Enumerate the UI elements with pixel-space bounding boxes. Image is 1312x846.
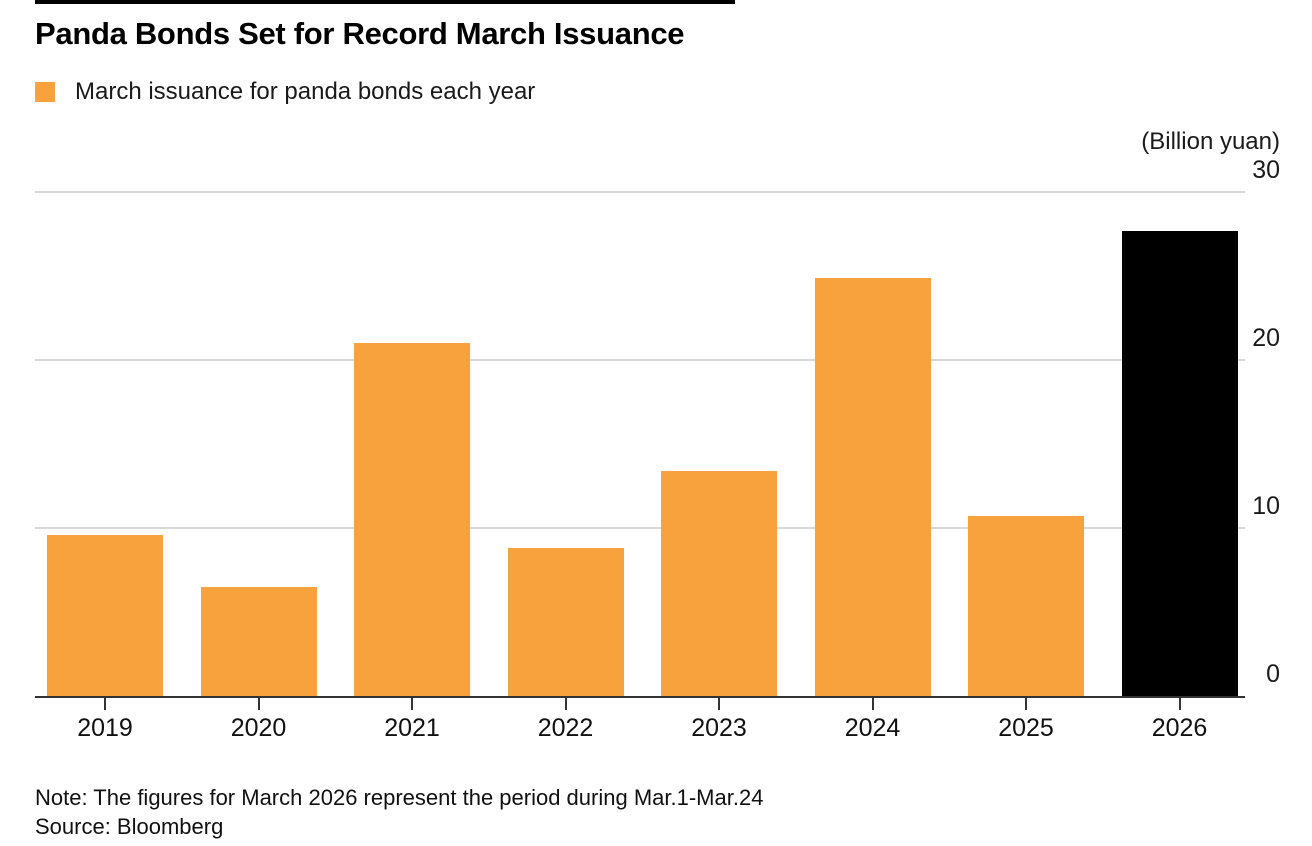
chart-note: Note: The figures for March 2026 represe… <box>35 785 764 810</box>
x-tick-2025 <box>1025 698 1027 710</box>
x-tick-2020 <box>257 698 260 710</box>
legend-label: March issuance for panda bonds each year <box>75 78 536 105</box>
bar-2022 <box>507 548 624 696</box>
x-category-label-2019: 2019 <box>77 714 133 742</box>
x-tick-2026 <box>1178 698 1181 710</box>
y-tick-label-30: 30 <box>1252 156 1280 184</box>
gridline-30 <box>35 191 1245 193</box>
bar-2025 <box>968 516 1084 696</box>
x-category-label-2021: 2021 <box>384 714 440 742</box>
gridline-20 <box>35 359 1245 361</box>
x-axis-baseline <box>35 696 1245 698</box>
bar-2021 <box>354 343 470 696</box>
gridline-10 <box>35 527 1245 529</box>
bar-2020 <box>200 586 317 696</box>
bar-2026 <box>1121 230 1238 696</box>
bar-2024 <box>814 277 931 696</box>
bar-2019 <box>47 534 163 696</box>
chart-legend: March issuance for panda bonds each year <box>35 78 535 106</box>
legend-swatch-orange <box>35 82 55 102</box>
x-category-label-2020: 2020 <box>230 714 287 742</box>
y-axis-unit-label: (Billion yuan) <box>1141 128 1280 155</box>
x-tick-2024 <box>871 698 874 710</box>
y-tick-label-20: 20 <box>1252 324 1280 352</box>
x-category-label-2025: 2025 <box>998 714 1054 742</box>
top-divider-rule <box>35 0 735 4</box>
y-tick-label-0: 0 <box>1266 660 1280 688</box>
x-tick-2023 <box>718 698 720 710</box>
x-category-label-2024: 2024 <box>844 714 901 742</box>
x-category-label-2022: 2022 <box>537 714 594 742</box>
bar-2023 <box>661 470 777 696</box>
x-category-label-2023: 2023 <box>691 714 747 742</box>
chart-source: Source: Bloomberg <box>35 814 224 839</box>
y-tick-label-10: 10 <box>1252 492 1280 520</box>
x-tick-2019 <box>104 698 106 710</box>
x-tick-2021 <box>411 698 413 710</box>
chart-title: Panda Bonds Set for Record March Issuanc… <box>35 16 685 51</box>
x-tick-2022 <box>564 698 567 710</box>
x-category-label-2026: 2026 <box>1151 714 1208 742</box>
